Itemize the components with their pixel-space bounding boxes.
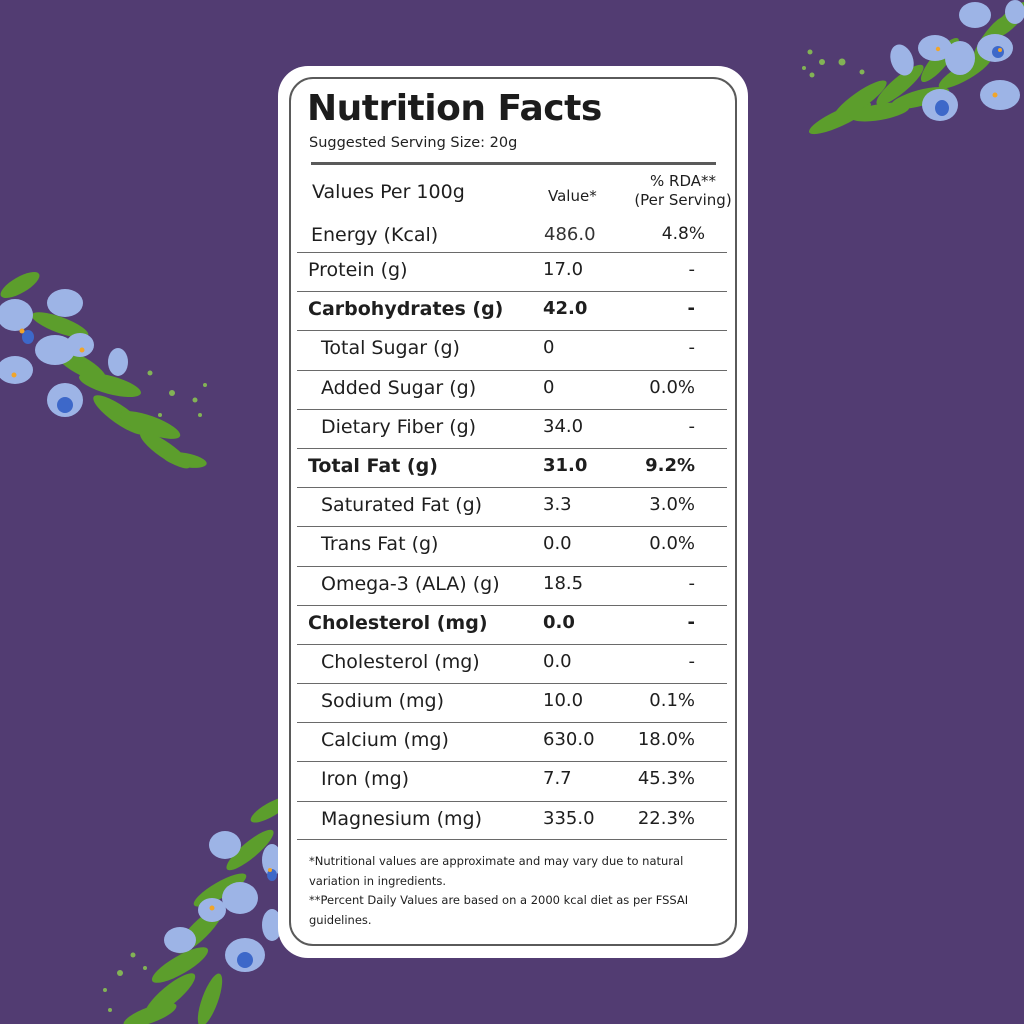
flower-sprig-left-icon (0, 272, 207, 469)
column-header-value: Value* (548, 187, 597, 205)
table-row: Cholesterol (mg) 0.0 - (297, 604, 727, 644)
row-value: 0.0 (543, 650, 572, 672)
flower-sprig-top-right-icon (802, 0, 1024, 135)
row-rda: 22.3% (637, 807, 695, 829)
row-value: 3.3 (543, 494, 572, 516)
column-header-rda: % RDA** (Per Serving) (618, 172, 748, 210)
footnote-values: *Nutritional values are approximate and … (309, 854, 684, 888)
row-value: 18.5 (543, 572, 584, 594)
row-label: Carbohydrates (g) (308, 298, 504, 321)
row-label: Added Sugar (g) (321, 376, 477, 399)
column-header-label: Values Per 100g (312, 181, 465, 203)
row-rda: 18.0% (637, 729, 695, 751)
row-rda: - (688, 650, 696, 672)
row-label: Trans Fat (g) (321, 533, 439, 556)
nutrient-table: Protein (g) 17.0- Carbohydrates (g) 42.0- … (297, 252, 727, 840)
divider (311, 162, 716, 165)
table-row: Trans Fat (g) 0.0 0.0% (297, 526, 727, 565)
row-rda: - (688, 259, 696, 280)
row-label: Total Fat (g) (308, 454, 438, 477)
row-value: 31.0 (543, 454, 588, 476)
row-label: Protein (g) (308, 259, 408, 281)
row-label: Energy (Kcal) (311, 224, 439, 246)
row-label: Omega-3 (ALA) (g) (321, 572, 500, 595)
table-row: Total Fat (g) 31.0 9.2% (297, 447, 727, 487)
row-value: 335.0 (543, 807, 595, 829)
row-label: Sodium (mg) (321, 690, 445, 713)
row-rda: 9.2% (645, 454, 695, 476)
row-value: 0.0 (543, 611, 575, 633)
row-label: Saturated Fat (g) (321, 494, 483, 517)
table-row: Carbohydrates (g) 42.0 - (297, 291, 727, 330)
row-value: 0.0 (543, 533, 572, 555)
row-rda: 4.8% (661, 224, 705, 244)
table-row: Added Sugar (g) 0 0.0% (297, 369, 727, 409)
row-value: 0 (543, 376, 555, 398)
row-rda: 0.1% (649, 690, 695, 712)
rda-header-line1: % RDA** (650, 172, 716, 190)
page-title: Nutrition Facts (307, 88, 602, 129)
table-row: Calcium (mg) 630.0 18.0% (297, 722, 727, 761)
table-row: Dietary Fiber (g) 34.0 - (297, 408, 727, 448)
row-rda: - (688, 337, 696, 359)
row-rda: 3.0% (649, 494, 695, 516)
row-label: Dietary Fiber (g) (321, 415, 477, 438)
card-inner-border (289, 77, 737, 946)
row-rda: 0.0% (649, 376, 695, 398)
table-row: Magnesium (mg) 335.0 22.3% (297, 800, 727, 840)
rda-header-line2: (Per Serving) (634, 191, 732, 209)
row-label: Total Sugar (g) (321, 337, 460, 360)
footnote-rda: **Percent Daily Values are based on a 20… (309, 893, 689, 927)
row-rda: - (688, 572, 696, 594)
table-row: Sodium (mg) 10.0 0.1% (297, 683, 727, 722)
row-value: 486.0 (544, 224, 596, 245)
row-label: Magnesium (mg) (321, 807, 482, 830)
table-row: Protein (g) 17.0 - (297, 252, 727, 291)
row-value: 630.0 (543, 729, 595, 751)
flower-sprig-bottom-left-icon (103, 797, 290, 1024)
row-rda: - (687, 611, 695, 633)
row-value: 10.0 (543, 690, 584, 712)
row-rda: 0.0% (649, 533, 695, 555)
nutrition-facts-card: Nutrition Facts Suggested Serving Size: … (278, 66, 748, 958)
row-rda: - (687, 298, 695, 320)
table-row: Cholesterol (mg) 0.0 - (297, 643, 727, 683)
row-label: Cholesterol (mg) (308, 611, 488, 634)
table-row: Omega-3 (ALA) (g) 18.5 - (297, 565, 727, 605)
row-value: 7.7 (543, 768, 572, 790)
row-value: 0 (543, 337, 555, 359)
table-row: Saturated Fat (g) 3.3 3.0% (297, 487, 727, 526)
row-value: 17.0 (543, 259, 584, 280)
row-rda: - (688, 415, 696, 437)
serving-size: Suggested Serving Size: 20g (309, 135, 518, 151)
row-label: Cholesterol (mg) (321, 650, 480, 673)
energy-row: Energy (Kcal) 486.0 4.8% (297, 222, 727, 252)
row-value: 34.0 (543, 415, 584, 437)
table-row: Iron (mg) 7.7 45.3% (297, 761, 727, 800)
row-rda: 45.3% (637, 768, 695, 790)
row-label: Calcium (mg) (321, 729, 449, 752)
footnotes: *Nutritional values are approximate and … (309, 852, 709, 930)
row-value: 42.0 (543, 298, 588, 320)
table-row: Total Sugar (g) 0 - (297, 330, 727, 369)
row-label: Iron (mg) (321, 768, 410, 791)
